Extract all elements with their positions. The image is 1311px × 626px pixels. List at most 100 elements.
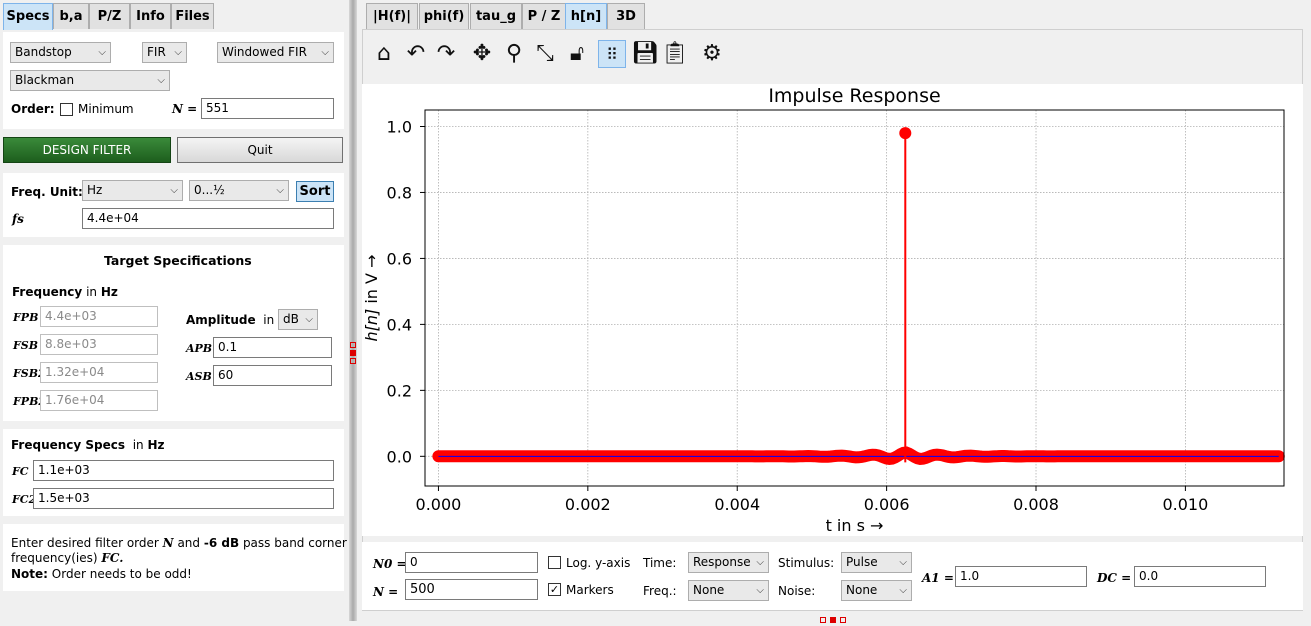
move-icon[interactable]: ✥ xyxy=(472,41,492,66)
lock-icon[interactable]: 🔓︎ xyxy=(569,41,585,66)
y-tick-label: 1.0 xyxy=(387,117,412,136)
apb-label: APB xyxy=(186,342,213,355)
undo-icon[interactable]: ↶ xyxy=(406,41,426,66)
zoom-icon[interactable]: ⚲ xyxy=(505,41,523,66)
asb-label: ASB xyxy=(186,370,212,383)
x-axis-label: t in s → xyxy=(826,516,884,535)
fullscreen-icon[interactable]: ⤡ xyxy=(536,41,554,66)
info-note: Note: Order needs to be odd! xyxy=(11,567,192,581)
settings-icon[interactable]: ⚙ xyxy=(702,41,722,66)
y-tick-label: 0.2 xyxy=(387,381,412,400)
freq-specs-header: Frequency Specs in Hz xyxy=(11,438,165,452)
time-select[interactable]: Response ⌵ xyxy=(688,552,769,573)
fsb2-input[interactable]: 1.32e+04 xyxy=(40,362,158,383)
tab-impulse-response[interactable]: h[n] xyxy=(565,3,607,30)
info-line-1: Enter desired filter order N and -6 dB p… xyxy=(11,536,347,550)
tab-files[interactable]: Files xyxy=(171,3,214,29)
order-label: Order: xyxy=(11,102,55,116)
tab-3d[interactable]: 3D xyxy=(607,3,645,29)
fpb2-input[interactable]: 1.76e+04 xyxy=(40,390,158,411)
minimum-checkbox[interactable] xyxy=(60,103,73,116)
log-y-checkbox[interactable] xyxy=(548,556,561,569)
frequency-header: Frequency in Hz xyxy=(12,285,118,299)
design-filter-button[interactable]: DESIGN FILTER xyxy=(3,137,171,163)
n0-input[interactable]: 0 xyxy=(405,552,538,573)
amplitude-unit-select[interactable]: dB ⌵ xyxy=(278,309,318,330)
freq-unit-label: Freq. Unit: xyxy=(11,185,83,199)
axes-frame xyxy=(424,109,1285,487)
bottom-splitter-handle[interactable] xyxy=(820,612,846,623)
y-axis-label: h[n] in V → xyxy=(362,255,381,342)
clipboard-icon[interactable]: 📋︎ xyxy=(661,41,689,66)
quit-button[interactable]: Quit xyxy=(177,137,343,163)
apb-input[interactable]: 0.1 xyxy=(213,337,332,358)
a1-label: A1 = xyxy=(922,571,954,585)
fsb-label: FSB xyxy=(13,339,39,352)
home-icon[interactable]: ⌂ xyxy=(377,41,391,66)
design-method-select[interactable]: Windowed FIR ⌵ xyxy=(217,42,334,63)
amplitude-header: Amplitude in xyxy=(186,313,275,327)
order-input[interactable]: 551 xyxy=(201,98,334,119)
fc2-label: FC2 xyxy=(12,493,37,506)
n-label: N = xyxy=(373,585,399,599)
target-specs-title: Target Specifications xyxy=(104,253,252,268)
splitter-handle[interactable] xyxy=(350,342,356,370)
save-icon[interactable]: 💾︎ xyxy=(631,41,659,66)
tab-group-delay[interactable]: tau_g xyxy=(470,3,522,29)
y-tick-label: 0.4 xyxy=(387,315,412,334)
chart-title: Impulse Response xyxy=(768,85,940,107)
order-n-label: N = xyxy=(172,102,198,116)
n-input[interactable]: 500 xyxy=(405,579,538,600)
stimulus-select[interactable]: Pulse ⌵ xyxy=(841,552,912,573)
dc-input[interactable]: 0.0 xyxy=(1134,566,1266,587)
fpb-input[interactable]: 4.4e+03 xyxy=(40,306,158,327)
dc-label: DC = xyxy=(1097,571,1132,585)
fc-label: FC xyxy=(12,465,29,478)
freq-unit-select[interactable]: Hz ⌵ xyxy=(82,180,183,201)
fpb2-label: FPB2 xyxy=(13,395,47,408)
fs-label: fs xyxy=(12,212,24,226)
y-tick-label: 0.8 xyxy=(387,183,412,202)
noise-label: Noise: xyxy=(778,584,816,598)
fsb-input[interactable]: 8.8e+03 xyxy=(40,334,158,355)
asb-input[interactable]: 60 xyxy=(213,365,332,386)
markers-label: Markers xyxy=(566,583,614,597)
tab-pole-zero[interactable]: P / Z xyxy=(522,3,566,29)
filter-type-select[interactable]: FIR ⌵ xyxy=(142,42,187,63)
info-panel xyxy=(3,524,344,591)
response-type-select[interactable]: Bandstop ⌵ xyxy=(10,42,111,63)
markers-checkbox[interactable]: ✓ xyxy=(548,583,561,596)
fc-input[interactable]: 1.1e+03 xyxy=(33,460,334,481)
y-axis-label-symbol: h[n] xyxy=(362,309,381,342)
a1-input[interactable]: 1.0 xyxy=(955,566,1087,587)
vertical-splitter[interactable] xyxy=(349,0,357,621)
minimum-label: Minimum xyxy=(78,102,134,116)
fsb2-label: FSB2 xyxy=(13,367,46,380)
x-tick-label: 0.002 xyxy=(565,495,611,514)
tab-ba[interactable]: b,a xyxy=(53,3,89,29)
tab-phase[interactable]: phi(f) xyxy=(419,3,469,29)
x-tick-label: 0.006 xyxy=(864,495,910,514)
fpb-label: FPB xyxy=(13,311,39,324)
tab-pz[interactable]: P/Z xyxy=(89,3,130,29)
freq-select[interactable]: None ⌵ xyxy=(688,580,769,601)
fs-input[interactable]: 4.4e+04 xyxy=(82,208,334,229)
noise-select[interactable]: None ⌵ xyxy=(841,580,912,601)
impulse-response-chart[interactable]: 0.000 0.002 0.004 0.006 0.008 0.010 0.0 0.2 0.4 0… xyxy=(362,84,1303,536)
y-tick-label: 0.0 xyxy=(387,447,412,466)
sort-button[interactable]: Sort xyxy=(296,181,334,202)
tab-info[interactable]: Info xyxy=(130,3,171,29)
grid-icon[interactable]: ⠿ xyxy=(598,40,626,68)
stimulus-label: Stimulus: xyxy=(778,556,835,570)
time-label: Time: xyxy=(643,556,677,570)
fc2-input[interactable]: 1.5e+03 xyxy=(33,488,334,509)
freq-range-select[interactable]: 0...½ ⌵ xyxy=(189,180,289,201)
tab-specs[interactable]: Specs xyxy=(3,3,53,30)
log-y-label: Log. y-axis xyxy=(566,556,631,570)
tab-magnitude[interactable]: |H(f)| xyxy=(366,3,418,29)
impulse-marker xyxy=(899,127,912,140)
x-tick-label: 0.000 xyxy=(416,495,462,514)
window-select[interactable]: Blackman ⌵ xyxy=(10,70,170,91)
y-axis-label-unit: in V → xyxy=(362,255,381,309)
redo-icon[interactable]: ↷ xyxy=(436,41,456,66)
